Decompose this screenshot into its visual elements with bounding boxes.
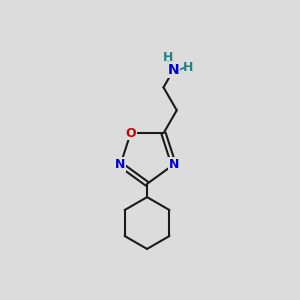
Text: N: N [168,63,179,77]
Text: H: H [163,51,173,64]
Text: N: N [169,158,179,171]
Text: O: O [125,127,136,140]
Text: H: H [183,61,193,74]
Text: N: N [115,158,126,171]
